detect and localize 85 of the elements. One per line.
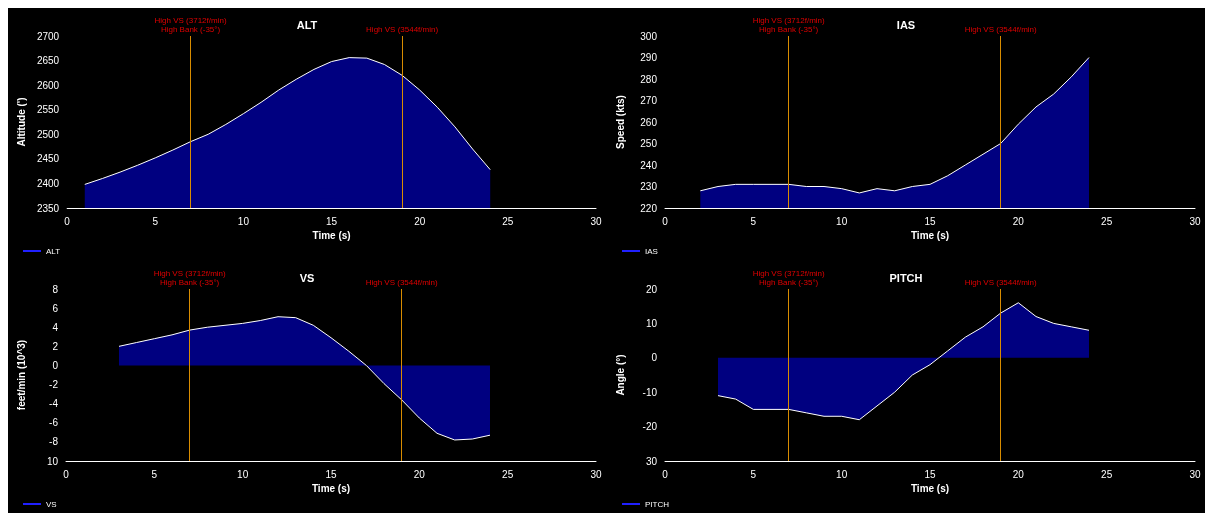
y-tick-label: 280 — [639, 73, 657, 85]
y-tick-label: -10 — [642, 386, 657, 398]
y-tick-label: -4 — [49, 397, 59, 409]
x-tick-label: 5 — [152, 215, 159, 227]
y-axis-title: Altitude (') — [15, 97, 27, 147]
x-tick-label: 5 — [750, 468, 757, 479]
x-tick-label: 25 — [1100, 468, 1113, 479]
x-tick-label: 10 — [237, 468, 249, 479]
y-tick-label: 8 — [52, 283, 59, 294]
x-tick-label: 20 — [1012, 215, 1024, 227]
y-tick-label: 230 — [639, 181, 657, 192]
y-tick-label: 2600 — [36, 79, 60, 91]
y-tick-label: 300 — [639, 30, 657, 42]
y-tick-label: 2400 — [36, 177, 60, 189]
x-axis-title: Time (s) — [910, 482, 949, 494]
y-tick-label: -2 — [49, 378, 59, 390]
x-tick-label: 15 — [325, 468, 337, 479]
y-tick-label: -8 — [49, 435, 59, 447]
y-axis-title: Angle (°) — [614, 353, 625, 396]
y-axis-title: feet/min (10^3) — [15, 339, 27, 410]
text: ALT — [46, 246, 61, 256]
x-tick-label: 10 — [835, 215, 848, 227]
y-tick-label: -20 — [642, 420, 657, 432]
x-axis-title: Time (s) — [910, 230, 949, 242]
y-tick-label: 290 — [639, 52, 657, 63]
x-tick-label: 30 — [590, 468, 602, 479]
x-tick-label: 20 — [1012, 468, 1024, 479]
x-tick-label: 5 — [151, 468, 158, 479]
y-tick-label: 0 — [52, 359, 59, 371]
ref-line-label: High VS (3712f/min) High Bank (-35°) — [752, 16, 825, 34]
chart-title: ALT — [296, 18, 318, 31]
text: PITCH — [644, 499, 669, 508]
ref-line-label: High VS (3544f/min) — [964, 277, 1037, 287]
text: VS — [46, 499, 57, 508]
y-tick-label: 2450 — [36, 153, 60, 165]
y-tick-label: 240 — [639, 159, 657, 171]
y-tick-label: 2 — [52, 340, 59, 352]
y-tick-label: -6 — [49, 416, 59, 428]
x-tick-label: 5 — [750, 215, 757, 227]
x-tick-label: 30 — [590, 215, 602, 227]
y-tick-label: 270 — [639, 95, 657, 106]
y-tick-label: 30 — [645, 455, 657, 466]
x-tick-label: 30 — [1188, 215, 1201, 227]
y-tick-label: 20 — [645, 283, 657, 294]
x-axis-title: Time (s) — [312, 230, 351, 242]
y-tick-label: 250 — [639, 138, 657, 149]
ref-line-label: High VS (3544f/min) — [366, 25, 439, 34]
x-tick-label: 20 — [413, 468, 426, 479]
x-tick-label: 0 — [661, 215, 668, 227]
y-tick-label: 10 — [645, 317, 657, 329]
x-tick-label: 20 — [414, 215, 426, 227]
chart-title: IAS — [896, 18, 915, 31]
x-tick-label: 15 — [923, 468, 936, 479]
y-tick-label: 260 — [639, 116, 657, 128]
x-tick-label: 25 — [1100, 215, 1113, 227]
text: IAS — [644, 246, 658, 256]
ref-line-label: High VS (3712f/min) High Bank (-35°) — [752, 268, 825, 287]
y-tick-label: 4 — [52, 321, 59, 333]
x-tick-label: 10 — [237, 215, 250, 227]
ref-line-label: High VS (3544f/min) — [964, 25, 1037, 34]
y-tick-label: 6 — [52, 302, 59, 314]
x-tick-label: 30 — [1188, 468, 1201, 479]
x-tick-label: 15 — [923, 215, 936, 227]
y-axis-title: Speed (kts) — [614, 95, 625, 149]
x-tick-label: 15 — [326, 215, 338, 227]
x-tick-label: 25 — [502, 215, 514, 227]
y-tick-label: 2350 — [36, 202, 60, 214]
y-tick-label: 10 — [46, 455, 59, 466]
x-tick-label: 0 — [64, 215, 71, 227]
y-tick-label: 2500 — [36, 128, 60, 140]
x-tick-label: 0 — [63, 468, 70, 479]
ref-line-label: High VS (3712f/min) High Bank (-35°) — [153, 268, 227, 287]
y-tick-label: 2700 — [36, 30, 60, 42]
ref-line-label: High VS (3544f/min) — [365, 277, 439, 287]
x-tick-label: 0 — [661, 468, 668, 479]
y-tick-label: 2550 — [36, 104, 60, 116]
y-tick-label: 2650 — [36, 55, 60, 67]
ref-line-label: High VS (3712f/min) High Bank (-35°) — [154, 16, 227, 34]
chart-title: VS — [299, 271, 315, 283]
x-tick-label: 25 — [502, 468, 514, 479]
y-tick-label: 220 — [639, 202, 657, 214]
chart-title: PITCH — [889, 271, 923, 283]
x-axis-title: Time (s) — [311, 482, 351, 494]
x-tick-label: 10 — [835, 468, 848, 479]
y-tick-label: 0 — [650, 351, 657, 363]
